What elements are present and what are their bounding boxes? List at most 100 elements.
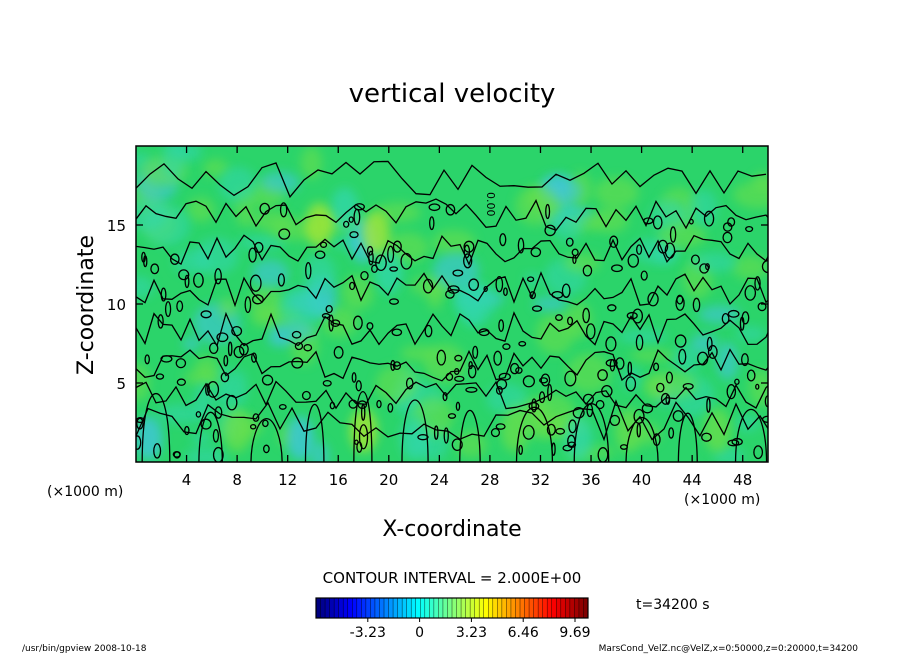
contour-cell bbox=[351, 372, 357, 383]
contour-cell bbox=[212, 446, 224, 462]
contour-cell bbox=[360, 270, 369, 281]
contour-cell bbox=[249, 274, 262, 292]
field-blob bbox=[622, 366, 643, 391]
contour-cell bbox=[233, 345, 245, 359]
field-blob bbox=[752, 172, 768, 190]
colorbar-cell bbox=[465, 598, 471, 618]
contour-cell bbox=[244, 296, 252, 314]
contour-cell bbox=[605, 336, 617, 352]
contour-cell bbox=[358, 424, 369, 450]
contour-cell bbox=[251, 352, 257, 363]
contour-cell bbox=[349, 281, 356, 291]
colorbar-cell bbox=[433, 598, 439, 618]
contour-line bbox=[136, 311, 768, 348]
colorbar-cell bbox=[529, 598, 535, 618]
contour-line bbox=[141, 392, 171, 462]
field-blob bbox=[731, 255, 768, 280]
contour-cell bbox=[143, 255, 148, 268]
y-axis-unit: (×1000 m) bbox=[47, 484, 123, 500]
contour-cell bbox=[701, 432, 712, 442]
contour-cell bbox=[200, 418, 212, 430]
colorbar-cell bbox=[583, 598, 589, 618]
field-blob bbox=[184, 447, 228, 462]
colorbar-cell bbox=[415, 598, 421, 618]
contour-cell bbox=[454, 354, 463, 362]
x-tick-label: 32 bbox=[531, 471, 550, 489]
contour-cell bbox=[405, 377, 414, 390]
colorbar-cell bbox=[420, 598, 426, 618]
x-tick-label: 12 bbox=[278, 471, 297, 489]
contour-cell bbox=[445, 372, 454, 381]
contour-cell bbox=[565, 237, 574, 247]
field-blob bbox=[304, 254, 336, 291]
contour-cell bbox=[627, 361, 633, 376]
colorbar-cell bbox=[547, 598, 553, 618]
contour-cell bbox=[495, 276, 504, 293]
field-blob bbox=[194, 381, 214, 418]
contour-cell bbox=[436, 349, 447, 366]
contour-cell bbox=[478, 328, 490, 337]
contour-label: 0.00 bbox=[484, 192, 497, 217]
contour-cell bbox=[249, 423, 257, 430]
contour-cell bbox=[176, 378, 186, 386]
contour-cell bbox=[366, 322, 374, 331]
contour-cell bbox=[144, 354, 150, 365]
colorbar-tick-label: 0 bbox=[415, 625, 424, 641]
contour-cell bbox=[463, 253, 473, 269]
contour-cell bbox=[172, 450, 181, 458]
contour-cell bbox=[518, 444, 523, 455]
contour-cell bbox=[227, 341, 233, 357]
contour-cell bbox=[238, 342, 249, 356]
contour-cell bbox=[333, 346, 344, 359]
contour-cell bbox=[400, 252, 413, 270]
x-axis-ticks: 4 8 12 16 20 24 28 32 36 40 44 48 bbox=[182, 146, 752, 489]
contour-cell bbox=[468, 278, 480, 291]
contour-cell bbox=[349, 231, 359, 239]
colorbar-cell bbox=[402, 598, 408, 618]
contour-cell bbox=[675, 295, 685, 311]
field-blob bbox=[136, 276, 155, 299]
contour-cell bbox=[586, 403, 594, 418]
contour-cell bbox=[503, 287, 508, 297]
contour-cell bbox=[690, 254, 700, 265]
field-blob bbox=[227, 369, 248, 408]
contour-cell bbox=[545, 203, 551, 220]
contour-cell bbox=[697, 351, 709, 366]
colorbar-cell bbox=[456, 598, 462, 618]
contour-cell bbox=[567, 316, 574, 326]
contour-cell bbox=[169, 253, 180, 265]
contour-cell bbox=[303, 343, 313, 352]
contour-cell bbox=[342, 220, 350, 228]
contour-cell bbox=[445, 203, 456, 216]
contour-line bbox=[136, 234, 768, 267]
field-blob bbox=[433, 252, 480, 290]
x-tick-label: 20 bbox=[379, 471, 398, 489]
contour-cell bbox=[615, 357, 625, 370]
contour-cell bbox=[656, 382, 665, 393]
contour-cell bbox=[564, 370, 577, 387]
contour-cell bbox=[429, 216, 435, 231]
field-blob bbox=[278, 286, 325, 327]
contour-cell bbox=[442, 391, 448, 402]
contour-cell bbox=[424, 324, 433, 338]
contour-cell bbox=[544, 224, 556, 237]
contour-cell bbox=[278, 403, 287, 410]
contour-cell bbox=[451, 438, 463, 452]
field-blob bbox=[688, 189, 718, 228]
contour-cell bbox=[184, 274, 190, 289]
x-tick-label: 4 bbox=[182, 471, 192, 489]
contour-cell bbox=[376, 399, 382, 409]
colorbar-cell bbox=[388, 598, 394, 618]
contour-cell bbox=[483, 285, 488, 293]
field-blob bbox=[630, 348, 675, 363]
contour-cell bbox=[674, 334, 687, 348]
contour-cell bbox=[678, 348, 687, 365]
contour-cell bbox=[447, 285, 460, 294]
field-blob bbox=[427, 280, 444, 310]
contour-cell bbox=[706, 336, 713, 352]
contour-cell bbox=[231, 325, 243, 337]
contour-cell bbox=[216, 332, 229, 343]
contour-cell bbox=[160, 355, 173, 363]
contour-cell bbox=[498, 372, 511, 381]
